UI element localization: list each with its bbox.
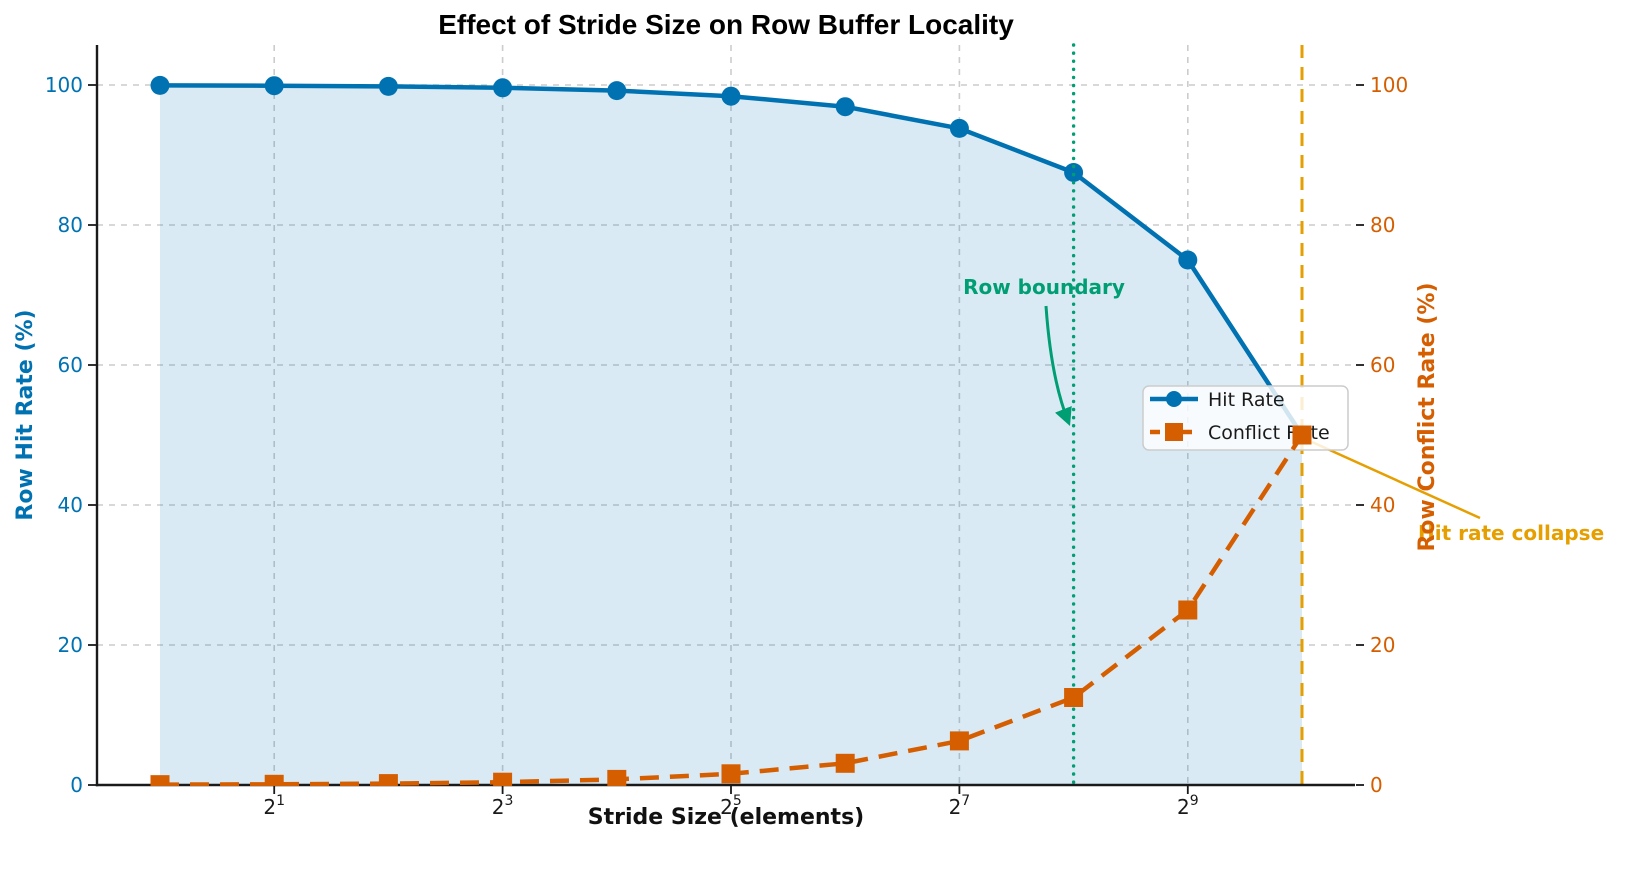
y-axis-label-right: Row Conflict Rate (%) <box>1415 282 1440 551</box>
x-tick-label: 23 <box>492 793 514 819</box>
conflict-rate-marker <box>264 774 284 786</box>
y-tick-label-left: 80 <box>58 213 83 237</box>
conflict-rate-marker <box>1064 688 1084 707</box>
y-tick-label-right: 100 <box>1370 73 1408 97</box>
plot-under-layer: 21 23 25 27 29 0 20 40 60 80 100 0 20 40 60 80 100 <box>45 43 1481 819</box>
legend-samples <box>1150 391 1198 441</box>
conflict-rate-marker <box>949 731 969 751</box>
x-tick-label: 29 <box>1177 793 1199 819</box>
x-tick-label: 27 <box>949 793 971 819</box>
conflict-rate-marker <box>835 753 855 773</box>
hit-rate-marker <box>1064 163 1084 182</box>
y-tick-label-right: 0 <box>1370 773 1383 797</box>
legend-sample-hit-marker <box>1166 391 1182 407</box>
y-tick-label-right: 60 <box>1370 353 1395 377</box>
legend-label-hit-rate: Hit Rate <box>1208 389 1285 411</box>
hit-collapse-arrow-line <box>1311 440 1481 520</box>
annotation-hit-rate-collapse: Hit rate collapse <box>1418 521 1604 545</box>
conflict-rate-marker <box>607 769 627 786</box>
hit-rate-series <box>150 75 1312 445</box>
y-tick-label-right: 80 <box>1370 213 1395 237</box>
legend: Hit Rate Conflict Rate <box>1142 385 1349 451</box>
hit-rate-marker <box>150 75 170 95</box>
conflict-rate-marker <box>1292 425 1312 445</box>
y-tick-label-left: 20 <box>58 633 83 657</box>
y-tick-label-right: 40 <box>1370 493 1395 517</box>
y-tick-label-left: 40 <box>58 493 83 517</box>
conflict-rate-marker <box>721 764 741 784</box>
y-tick-label-right: 20 <box>1370 633 1395 657</box>
x-axis-label: Stride Size (elements) <box>588 805 864 830</box>
x-tick-label: 21 <box>263 793 285 819</box>
hit-rate-marker <box>949 118 969 138</box>
x-tick-label: 25 <box>720 793 742 819</box>
hit-rate-marker <box>378 76 398 96</box>
conflict-rate-marker <box>1178 600 1198 620</box>
hit-rate-fill-area <box>160 85 1302 786</box>
hit-rate-marker <box>493 78 513 98</box>
conflict-rate-marker <box>378 774 398 786</box>
conflict-rate-marker <box>150 775 170 786</box>
legend-sample-conflict-marker <box>1165 423 1183 441</box>
plot-over-layer <box>150 425 1312 786</box>
hit-rate-marker <box>264 76 284 96</box>
y-axis-label-left: Row Hit Rate (%) <box>13 309 38 520</box>
hit-rate-marker <box>721 86 741 106</box>
conflict-rate-marker <box>493 772 513 786</box>
row-boundary-arrow <box>1044 305 1072 427</box>
hit-rate-marker <box>607 81 627 101</box>
y-tick-label-left: 100 <box>45 73 83 97</box>
hit-rate-marker <box>835 97 855 117</box>
y-tick-label-left: 0 <box>70 773 83 797</box>
annotation-row-boundary: Row boundary <box>963 275 1125 299</box>
y-tick-label-left: 60 <box>58 353 83 377</box>
hit-rate-marker <box>1178 250 1198 270</box>
gridlines <box>97 45 1355 785</box>
conflict-rate-series <box>150 425 1312 786</box>
axes: 21 23 25 27 29 0 20 40 60 80 100 0 20 40 60 80 100 <box>45 45 1408 819</box>
chart-title: Effect of Stride Size on Row Buffer Loca… <box>438 9 1014 40</box>
